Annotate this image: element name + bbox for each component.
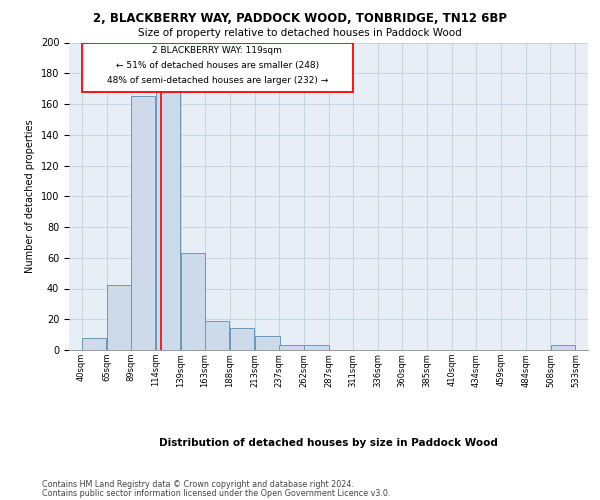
FancyBboxPatch shape (82, 42, 353, 92)
Bar (255, 336, 280, 350)
Text: ← 51% of detached houses are smaller (248): ← 51% of detached houses are smaller (24… (116, 61, 319, 70)
Bar (131, 96, 155, 350)
Text: 2 BLACKBERRY WAY: 119sqm: 2 BLACKBERRY WAY: 119sqm (152, 46, 282, 54)
Bar (551, 346, 575, 350)
Bar (304, 346, 329, 350)
Bar (230, 328, 254, 350)
Bar (156, 88, 181, 350)
Text: 2, BLACKBERRY WAY, PADDOCK WOOD, TONBRIDGE, TN12 6BP: 2, BLACKBERRY WAY, PADDOCK WOOD, TONBRID… (93, 12, 507, 26)
Bar (82, 338, 106, 350)
Bar (181, 253, 205, 350)
Y-axis label: Number of detached properties: Number of detached properties (25, 120, 35, 273)
Bar (205, 321, 229, 350)
Text: Size of property relative to detached houses in Paddock Wood: Size of property relative to detached ho… (138, 28, 462, 38)
Bar (107, 286, 131, 350)
Text: Contains public sector information licensed under the Open Government Licence v3: Contains public sector information licen… (42, 489, 391, 498)
Text: 48% of semi-detached houses are larger (232) →: 48% of semi-detached houses are larger (… (107, 76, 328, 86)
Text: Distribution of detached houses by size in Paddock Wood: Distribution of detached houses by size … (160, 438, 498, 448)
Bar (280, 346, 304, 350)
Text: Contains HM Land Registry data © Crown copyright and database right 2024.: Contains HM Land Registry data © Crown c… (42, 480, 354, 489)
